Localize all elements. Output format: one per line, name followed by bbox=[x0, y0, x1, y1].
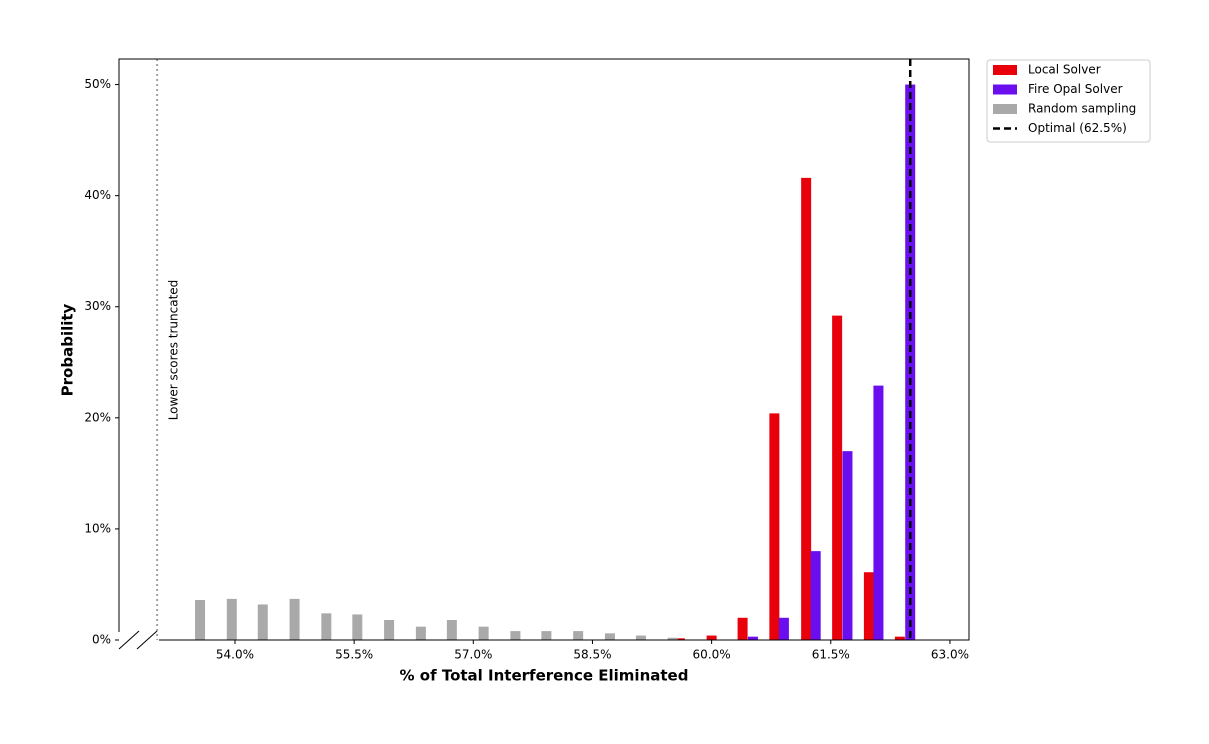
y-tick-label: 40% bbox=[84, 188, 111, 202]
legend-swatch bbox=[993, 104, 1017, 114]
x-tick-label: 61.5% bbox=[812, 648, 850, 662]
bar bbox=[769, 413, 780, 640]
x-tick-label: 60.0% bbox=[693, 648, 731, 662]
legend-label: Random sampling bbox=[1028, 102, 1136, 116]
bar bbox=[195, 600, 206, 640]
bar bbox=[674, 638, 685, 640]
legend-label: Optimal (62.5%) bbox=[1028, 121, 1127, 135]
axis-break bbox=[118, 630, 140, 650]
legend-swatch bbox=[993, 65, 1017, 75]
x-tick-label: 58.5% bbox=[573, 648, 611, 662]
bar bbox=[635, 635, 646, 640]
bar bbox=[352, 614, 363, 640]
legend-swatch bbox=[993, 84, 1017, 95]
x-tick-label: 54.0% bbox=[216, 648, 254, 662]
plot-area bbox=[119, 59, 969, 640]
bar bbox=[832, 315, 843, 640]
bar bbox=[801, 177, 812, 640]
bar bbox=[778, 617, 789, 640]
bar bbox=[415, 626, 426, 640]
bar bbox=[873, 385, 884, 640]
bar bbox=[226, 598, 237, 640]
truncation-label: Lower scores truncated bbox=[167, 280, 181, 421]
axes-frame bbox=[118, 58, 970, 641]
legend-label: Fire Opal Solver bbox=[1028, 82, 1123, 96]
bar bbox=[573, 631, 584, 640]
legend-label: Local Solver bbox=[1028, 63, 1101, 77]
bar bbox=[863, 572, 874, 640]
bar bbox=[257, 604, 268, 640]
bar bbox=[706, 635, 717, 640]
bar bbox=[510, 631, 521, 640]
bar bbox=[810, 551, 821, 640]
bar bbox=[737, 617, 748, 640]
bar bbox=[747, 636, 758, 640]
y-axis-label: Probability bbox=[59, 303, 77, 396]
y-tick-label: 50% bbox=[84, 77, 111, 91]
legend-frame bbox=[986, 59, 1151, 143]
bar bbox=[321, 613, 332, 640]
bar bbox=[289, 598, 300, 640]
bar bbox=[894, 636, 905, 640]
bar bbox=[604, 633, 615, 640]
bar bbox=[446, 620, 457, 640]
x-tick-label: 57.0% bbox=[454, 648, 492, 662]
x-tick-label: 63.0% bbox=[931, 648, 969, 662]
legend: Local Solver Fire Opal Solver Random sampl… bbox=[986, 59, 1151, 143]
y-tick-label: 20% bbox=[84, 410, 111, 424]
bar bbox=[842, 451, 853, 640]
y-tick-label: 30% bbox=[84, 299, 111, 313]
y-tick-label: 0% bbox=[92, 633, 111, 647]
y-tick-label: 10% bbox=[84, 521, 111, 535]
bar bbox=[541, 631, 552, 640]
x-tick-label: 55.5% bbox=[335, 648, 373, 662]
bar bbox=[667, 637, 678, 640]
bar bbox=[384, 620, 395, 640]
x-axis-label: % of Total Interference Eliminated bbox=[400, 667, 689, 685]
bar bbox=[478, 626, 489, 640]
axis-break bbox=[136, 630, 158, 650]
